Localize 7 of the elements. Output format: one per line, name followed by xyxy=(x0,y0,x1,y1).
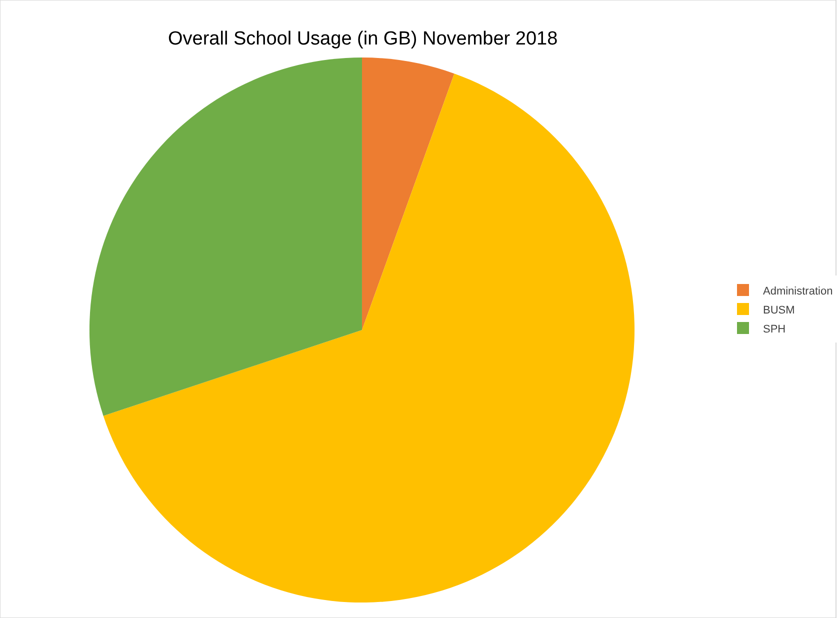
legend-label: SPH xyxy=(763,323,786,336)
pie-slice xyxy=(90,57,362,416)
pie-slice xyxy=(362,57,454,330)
legend-label: Administration xyxy=(763,285,833,298)
chart-title: Overall School Usage (in GB) November 2018 xyxy=(168,28,558,50)
pie-slice xyxy=(103,74,634,603)
legend-label: BUSM xyxy=(763,304,795,316)
